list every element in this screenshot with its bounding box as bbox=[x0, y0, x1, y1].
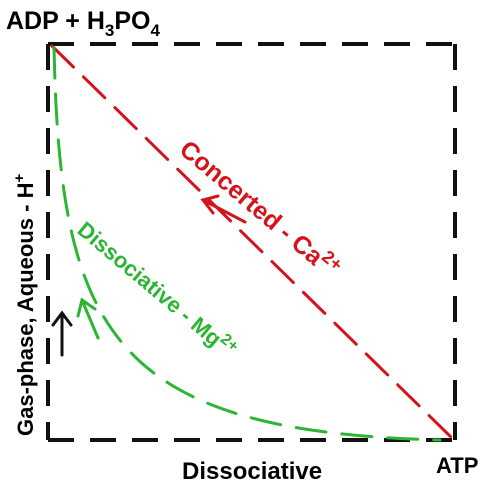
concerted-arrow-head bbox=[200, 194, 220, 215]
reactant-mid: PO bbox=[114, 7, 150, 35]
y-axis-label-sup: + bbox=[11, 174, 28, 183]
frame-box bbox=[46, 42, 457, 442]
dissociative-arrow-head bbox=[76, 297, 97, 318]
concerted-label: Concerted - Ca2+ bbox=[174, 132, 347, 284]
concerted-label-main: Concerted - Ca bbox=[174, 135, 329, 271]
concerted-arrow-shaft bbox=[201, 198, 247, 224]
concerted-pathway bbox=[50, 44, 454, 440]
dissociative-label: Dissociative - Mg2+ bbox=[73, 215, 242, 363]
dissociative-dashed-curve bbox=[52, 46, 442, 442]
reactant-sub-3: 3 bbox=[105, 21, 114, 40]
corner-top-left-label: ADP + H3PO4 bbox=[6, 7, 160, 40]
y-axis-label: Gas-phase, Aqueous - H+ bbox=[11, 174, 38, 436]
reactant-main: ADP + H bbox=[6, 7, 105, 35]
corner-bottom-right-label: ATP bbox=[436, 453, 478, 478]
y-axis-label-main: Gas-phase, Aqueous - H bbox=[13, 183, 38, 436]
vertical-arrow-head bbox=[51, 310, 73, 327]
dissociative-arrow-shaft bbox=[80, 298, 100, 340]
reactant-sub-4: 4 bbox=[150, 21, 160, 40]
vertical-arrow bbox=[51, 310, 73, 357]
dissociative-pathway bbox=[52, 46, 442, 442]
x-axis-label: Dissociative bbox=[182, 458, 322, 485]
concerted-dashed-line bbox=[50, 44, 454, 440]
